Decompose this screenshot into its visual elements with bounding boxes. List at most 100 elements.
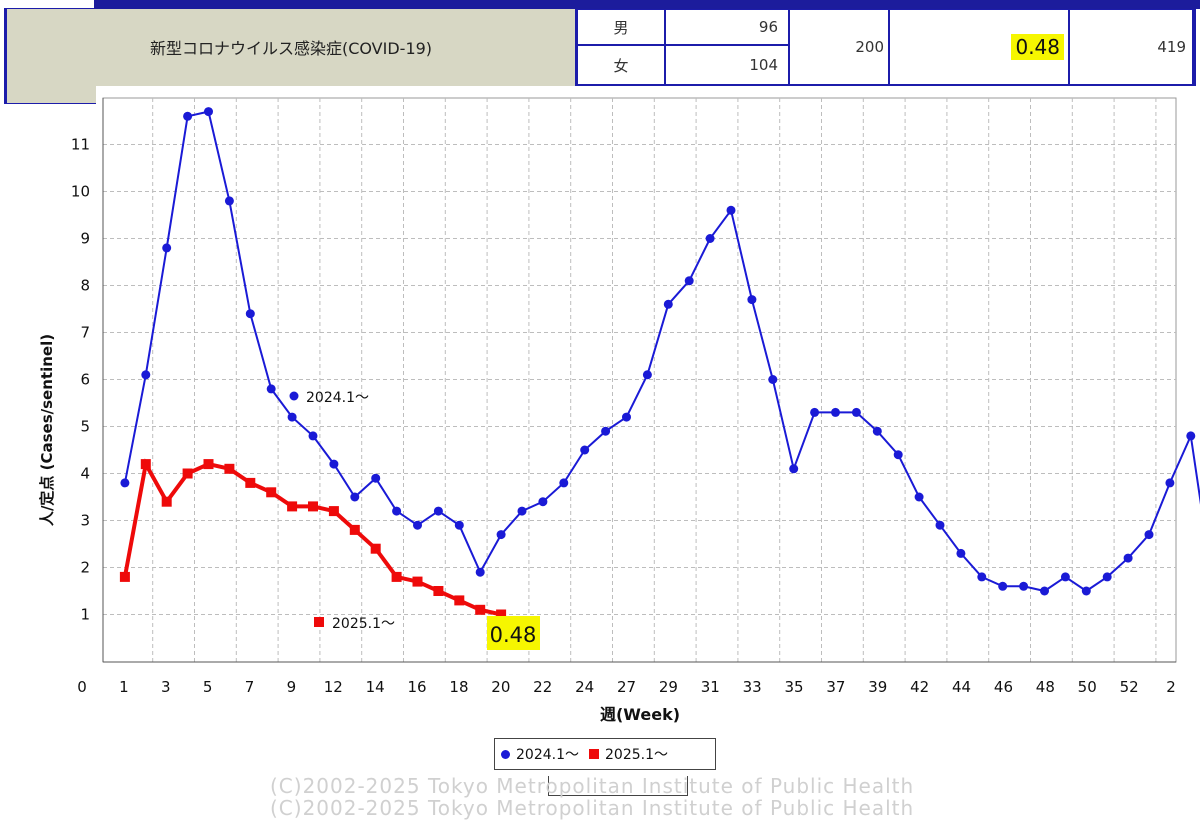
- data-point-2024: [475, 567, 485, 577]
- data-point-2024: [1040, 586, 1049, 596]
- data-point-2024: [893, 450, 903, 460]
- data-point-2024: [266, 384, 276, 394]
- data-point-2024: [433, 506, 443, 516]
- data-point-2024: [935, 520, 945, 530]
- total-count: 200: [855, 38, 884, 56]
- data-point-2025: [119, 571, 130, 582]
- x-tick-label: 18: [449, 678, 468, 696]
- y-tick-label: 7: [80, 324, 90, 342]
- x-tick-label: 44: [952, 678, 971, 696]
- data-point-2024: [956, 548, 966, 558]
- data-point-2024: [747, 295, 757, 305]
- total-cell: 200: [790, 10, 888, 84]
- x-tick-label: 29: [659, 678, 678, 696]
- y-tick-label: 10: [71, 183, 90, 201]
- data-point-2024: [371, 473, 381, 483]
- data-point-2024: [851, 407, 861, 417]
- x-tick-label: 0: [77, 678, 87, 696]
- female-count-cell: 104: [666, 46, 788, 84]
- x-tick-label: 24: [575, 678, 594, 696]
- y-tick-label: 11: [71, 136, 90, 154]
- x-tick-label: 42: [910, 678, 929, 696]
- y-tick-label: 9: [80, 230, 90, 248]
- data-point-2024: [183, 111, 193, 121]
- annotation-2025-marker: [314, 617, 324, 627]
- last-column-cell: 419: [1070, 10, 1192, 84]
- legend-item-2024: 2024.1～: [501, 744, 579, 764]
- data-point-2024: [705, 234, 715, 243]
- data-point-2024: [684, 276, 694, 286]
- data-point-2025: [328, 506, 339, 517]
- data-point-2025: [287, 501, 298, 512]
- y-tick-label: 3: [80, 512, 90, 530]
- data-point-2024: [1060, 572, 1070, 582]
- data-point-2024: [768, 375, 778, 384]
- annotation-2025-label: 2025.1～: [332, 616, 395, 632]
- data-point-2024: [789, 464, 799, 474]
- blue-circle-icon: [501, 749, 510, 759]
- data-point-2025: [475, 604, 486, 615]
- data-point-2025: [224, 463, 235, 474]
- male-count-cell: 96: [666, 10, 788, 44]
- x-tick-label: 31: [701, 678, 720, 696]
- sex-male-cell: 男: [578, 10, 664, 44]
- data-point-2024: [1165, 478, 1175, 488]
- y-tick-label: 4: [80, 465, 90, 483]
- x-tick-label: 7: [245, 678, 255, 696]
- legend-label-2025: 2025.1～: [605, 747, 668, 763]
- legend-item-2025: 2025.1～: [589, 744, 668, 764]
- data-point-2024: [245, 309, 255, 319]
- red-square-icon: [589, 749, 599, 759]
- data-point-2024: [872, 426, 882, 436]
- data-point-2025: [391, 571, 402, 582]
- data-point-2024: [663, 299, 673, 309]
- copyright-text: (C)2002-2025 Tokyo Metropolitan Institut…: [270, 774, 915, 798]
- data-point-2024: [601, 426, 611, 436]
- data-point-2024: [204, 107, 213, 117]
- data-point-2024: [622, 412, 631, 422]
- data-point-2024: [454, 520, 464, 530]
- data-point-2025: [433, 586, 444, 596]
- data-point-2025: [349, 524, 360, 535]
- per-sentinel-cell: 0.48: [890, 10, 1068, 84]
- data-point-2024: [1123, 553, 1133, 563]
- data-point-2024: [162, 243, 172, 253]
- x-tick-label: 5: [203, 678, 213, 696]
- data-point-2024: [1019, 581, 1029, 591]
- x-tick-label: 2: [1166, 678, 1176, 696]
- data-point-2025: [412, 576, 423, 587]
- y-tick-label: 1: [80, 606, 90, 624]
- x-tick-label: 12: [324, 678, 343, 696]
- x-tick-label: 3: [161, 678, 171, 696]
- latest-value-highlight: [487, 616, 540, 650]
- x-tick-label: 16: [408, 678, 427, 696]
- data-point-2024: [831, 407, 840, 417]
- y-tick-label: 8: [80, 277, 90, 295]
- data-point-2025: [245, 477, 256, 488]
- legend-frame-lower: [548, 776, 688, 796]
- data-point-2025: [454, 595, 465, 606]
- sex-male-label: 男: [613, 18, 629, 37]
- latest-value-label: 0.48: [490, 623, 537, 647]
- x-tick-label: 52: [1120, 678, 1139, 696]
- x-tick-label: 1: [119, 678, 129, 696]
- copyright-text-repeat: (C)2002-2025 Tokyo Metropolitan Institut…: [270, 796, 915, 820]
- y-tick-label: 5: [80, 418, 90, 436]
- x-tick-label: 27: [617, 678, 636, 696]
- data-point-2024: [642, 370, 652, 380]
- data-point-2024: [977, 572, 987, 582]
- chart-legend: 2024.1～ 2025.1～: [494, 738, 716, 770]
- data-point-2024: [810, 407, 820, 417]
- x-tick-label: 22: [533, 678, 552, 696]
- data-point-2025: [370, 543, 381, 554]
- data-point-2024: [914, 492, 924, 502]
- female-count: 104: [749, 56, 778, 74]
- data-point-2024: [496, 530, 506, 540]
- sex-female-label: 女: [613, 56, 629, 75]
- annotation-2024-marker: [289, 391, 299, 401]
- sex-female-cell: 女: [578, 46, 664, 84]
- data-point-2025: [140, 459, 151, 470]
- last-column-value: 419: [1157, 38, 1186, 56]
- data-point-2025: [203, 459, 214, 470]
